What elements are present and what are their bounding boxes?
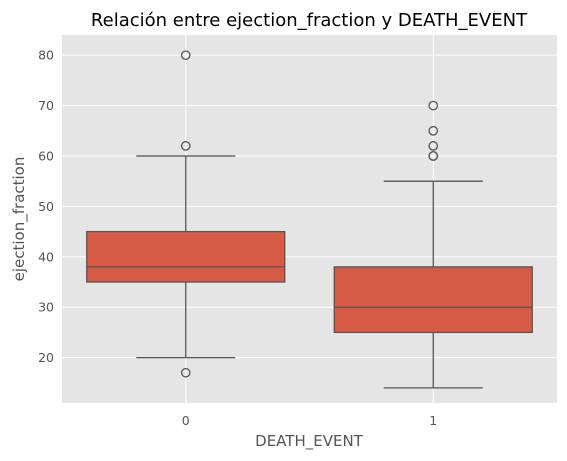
y-tick-label-40: 40 (38, 249, 54, 264)
outlier-point (180, 141, 191, 151)
x-axis-label: DEATH_EVENT (255, 432, 364, 451)
y-tick-label-20: 20 (38, 350, 54, 365)
box-iqr (333, 266, 533, 334)
box-group-1 (333, 100, 533, 389)
box-group-0 (86, 50, 286, 378)
boxes (86, 50, 533, 389)
box-iqr (86, 230, 286, 283)
y-tick-labels: 20 30 40 50 60 70 80 (38, 48, 54, 365)
y-tick-label-50: 50 (38, 199, 54, 214)
y-tick-label-60: 60 (38, 148, 54, 163)
chart-title: Relación entre ejection_fraction y DEATH… (91, 10, 528, 31)
outlier-point (180, 367, 191, 378)
y-tick-label-70: 70 (38, 98, 54, 113)
y-tick-label-30: 30 (38, 300, 54, 315)
plot-area (62, 35, 557, 403)
y-tick-label-80: 80 (38, 48, 54, 63)
y-axis-label: ejection_fraction (10, 157, 29, 282)
outlier-point (428, 125, 439, 136)
x-tick-label-1: 1 (429, 413, 437, 428)
outlier-point (428, 141, 439, 151)
outlier-point (428, 100, 439, 111)
outlier-point (428, 151, 439, 161)
outlier-point (180, 50, 191, 61)
x-tick-label-0: 0 (182, 413, 190, 428)
